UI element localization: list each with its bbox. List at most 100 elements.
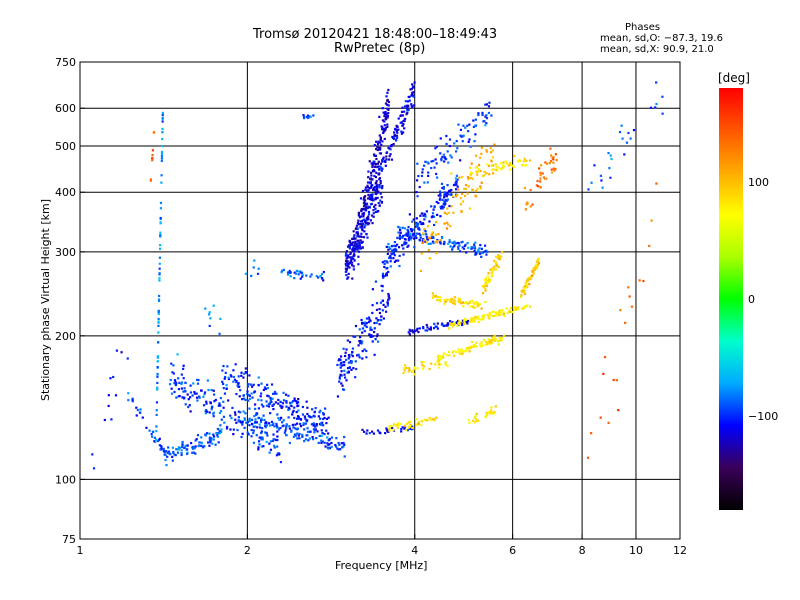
data-point <box>352 244 355 247</box>
data-point <box>346 371 349 374</box>
data-point <box>396 426 400 429</box>
data-point <box>219 409 223 413</box>
data-point <box>408 368 411 371</box>
data-point <box>372 161 375 165</box>
data-point <box>159 231 162 234</box>
data-point <box>385 151 389 154</box>
data-point <box>360 215 363 218</box>
data-point <box>379 199 382 202</box>
data-point <box>210 437 213 440</box>
data-point <box>508 309 511 312</box>
data-point <box>484 172 488 175</box>
data-point <box>424 240 427 243</box>
data-point <box>523 287 526 290</box>
data-point <box>239 389 242 392</box>
data-point <box>486 313 489 317</box>
data-point <box>437 295 440 299</box>
data-point <box>252 431 255 435</box>
data-point <box>350 353 353 356</box>
data-point <box>443 191 446 194</box>
data-point <box>360 210 363 213</box>
data-point <box>416 327 419 330</box>
data-point <box>449 300 452 303</box>
data-point <box>260 399 263 402</box>
data-point <box>445 134 448 138</box>
data-point <box>475 341 478 344</box>
data-point <box>361 340 364 343</box>
data-point <box>334 445 338 448</box>
data-point <box>269 398 273 401</box>
data-point <box>429 326 432 329</box>
data-point <box>471 246 474 249</box>
data-point <box>381 299 384 302</box>
data-point <box>262 405 265 408</box>
data-point <box>385 113 388 116</box>
data-point <box>538 167 541 170</box>
data-point <box>157 310 160 314</box>
data-point <box>145 426 148 429</box>
data-point <box>171 459 174 462</box>
data-point <box>160 446 163 449</box>
data-point <box>378 152 381 155</box>
data-point <box>475 316 478 320</box>
data-point <box>381 184 384 188</box>
data-point <box>453 245 456 248</box>
data-point <box>370 171 373 174</box>
data-point <box>180 382 183 385</box>
data-point <box>241 423 244 426</box>
data-point <box>278 418 281 421</box>
data-point <box>420 222 423 226</box>
data-point <box>536 259 539 262</box>
data-point <box>372 209 375 212</box>
data-point <box>479 187 482 190</box>
data-point <box>417 330 420 334</box>
data-point <box>407 225 410 229</box>
data-point <box>189 384 192 387</box>
data-point <box>219 430 223 434</box>
data-point <box>481 113 484 117</box>
data-point <box>203 391 207 394</box>
data-point <box>466 192 469 195</box>
data-point <box>305 274 308 277</box>
data-point <box>374 186 377 189</box>
data-point <box>275 422 278 425</box>
data-point <box>462 305 465 308</box>
data-point <box>407 331 410 334</box>
data-point <box>188 396 192 399</box>
data-point <box>383 260 386 263</box>
data-point <box>367 197 370 200</box>
data-point <box>464 318 467 322</box>
data-point <box>425 241 428 244</box>
data-point <box>363 202 367 205</box>
data-point <box>421 239 424 242</box>
data-point <box>354 324 358 328</box>
data-point <box>421 168 424 171</box>
data-point <box>458 244 461 247</box>
data-point <box>181 396 184 399</box>
data-point <box>320 441 323 445</box>
data-point <box>218 403 221 406</box>
data-point <box>434 325 437 328</box>
data-point <box>630 305 634 308</box>
data-point <box>243 397 246 400</box>
data-point <box>449 245 452 248</box>
data-point <box>344 254 348 257</box>
data-point <box>324 407 327 410</box>
data-point <box>149 179 152 182</box>
data-point <box>473 243 476 246</box>
data-point <box>406 234 409 237</box>
data-point <box>191 447 195 451</box>
data-point <box>297 270 300 273</box>
data-point <box>320 272 324 276</box>
data-point <box>382 127 386 131</box>
data-point <box>407 108 410 112</box>
data-point <box>219 317 222 320</box>
data-point <box>446 299 449 302</box>
data-point <box>430 166 433 170</box>
data-point <box>343 435 346 439</box>
data-point <box>369 319 372 322</box>
data-point <box>474 247 477 250</box>
data-point <box>439 296 442 299</box>
data-point <box>251 385 254 388</box>
data-point <box>460 349 463 353</box>
